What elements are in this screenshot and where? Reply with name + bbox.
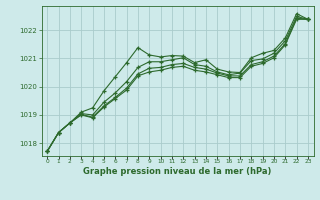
X-axis label: Graphe pression niveau de la mer (hPa): Graphe pression niveau de la mer (hPa) bbox=[84, 167, 272, 176]
